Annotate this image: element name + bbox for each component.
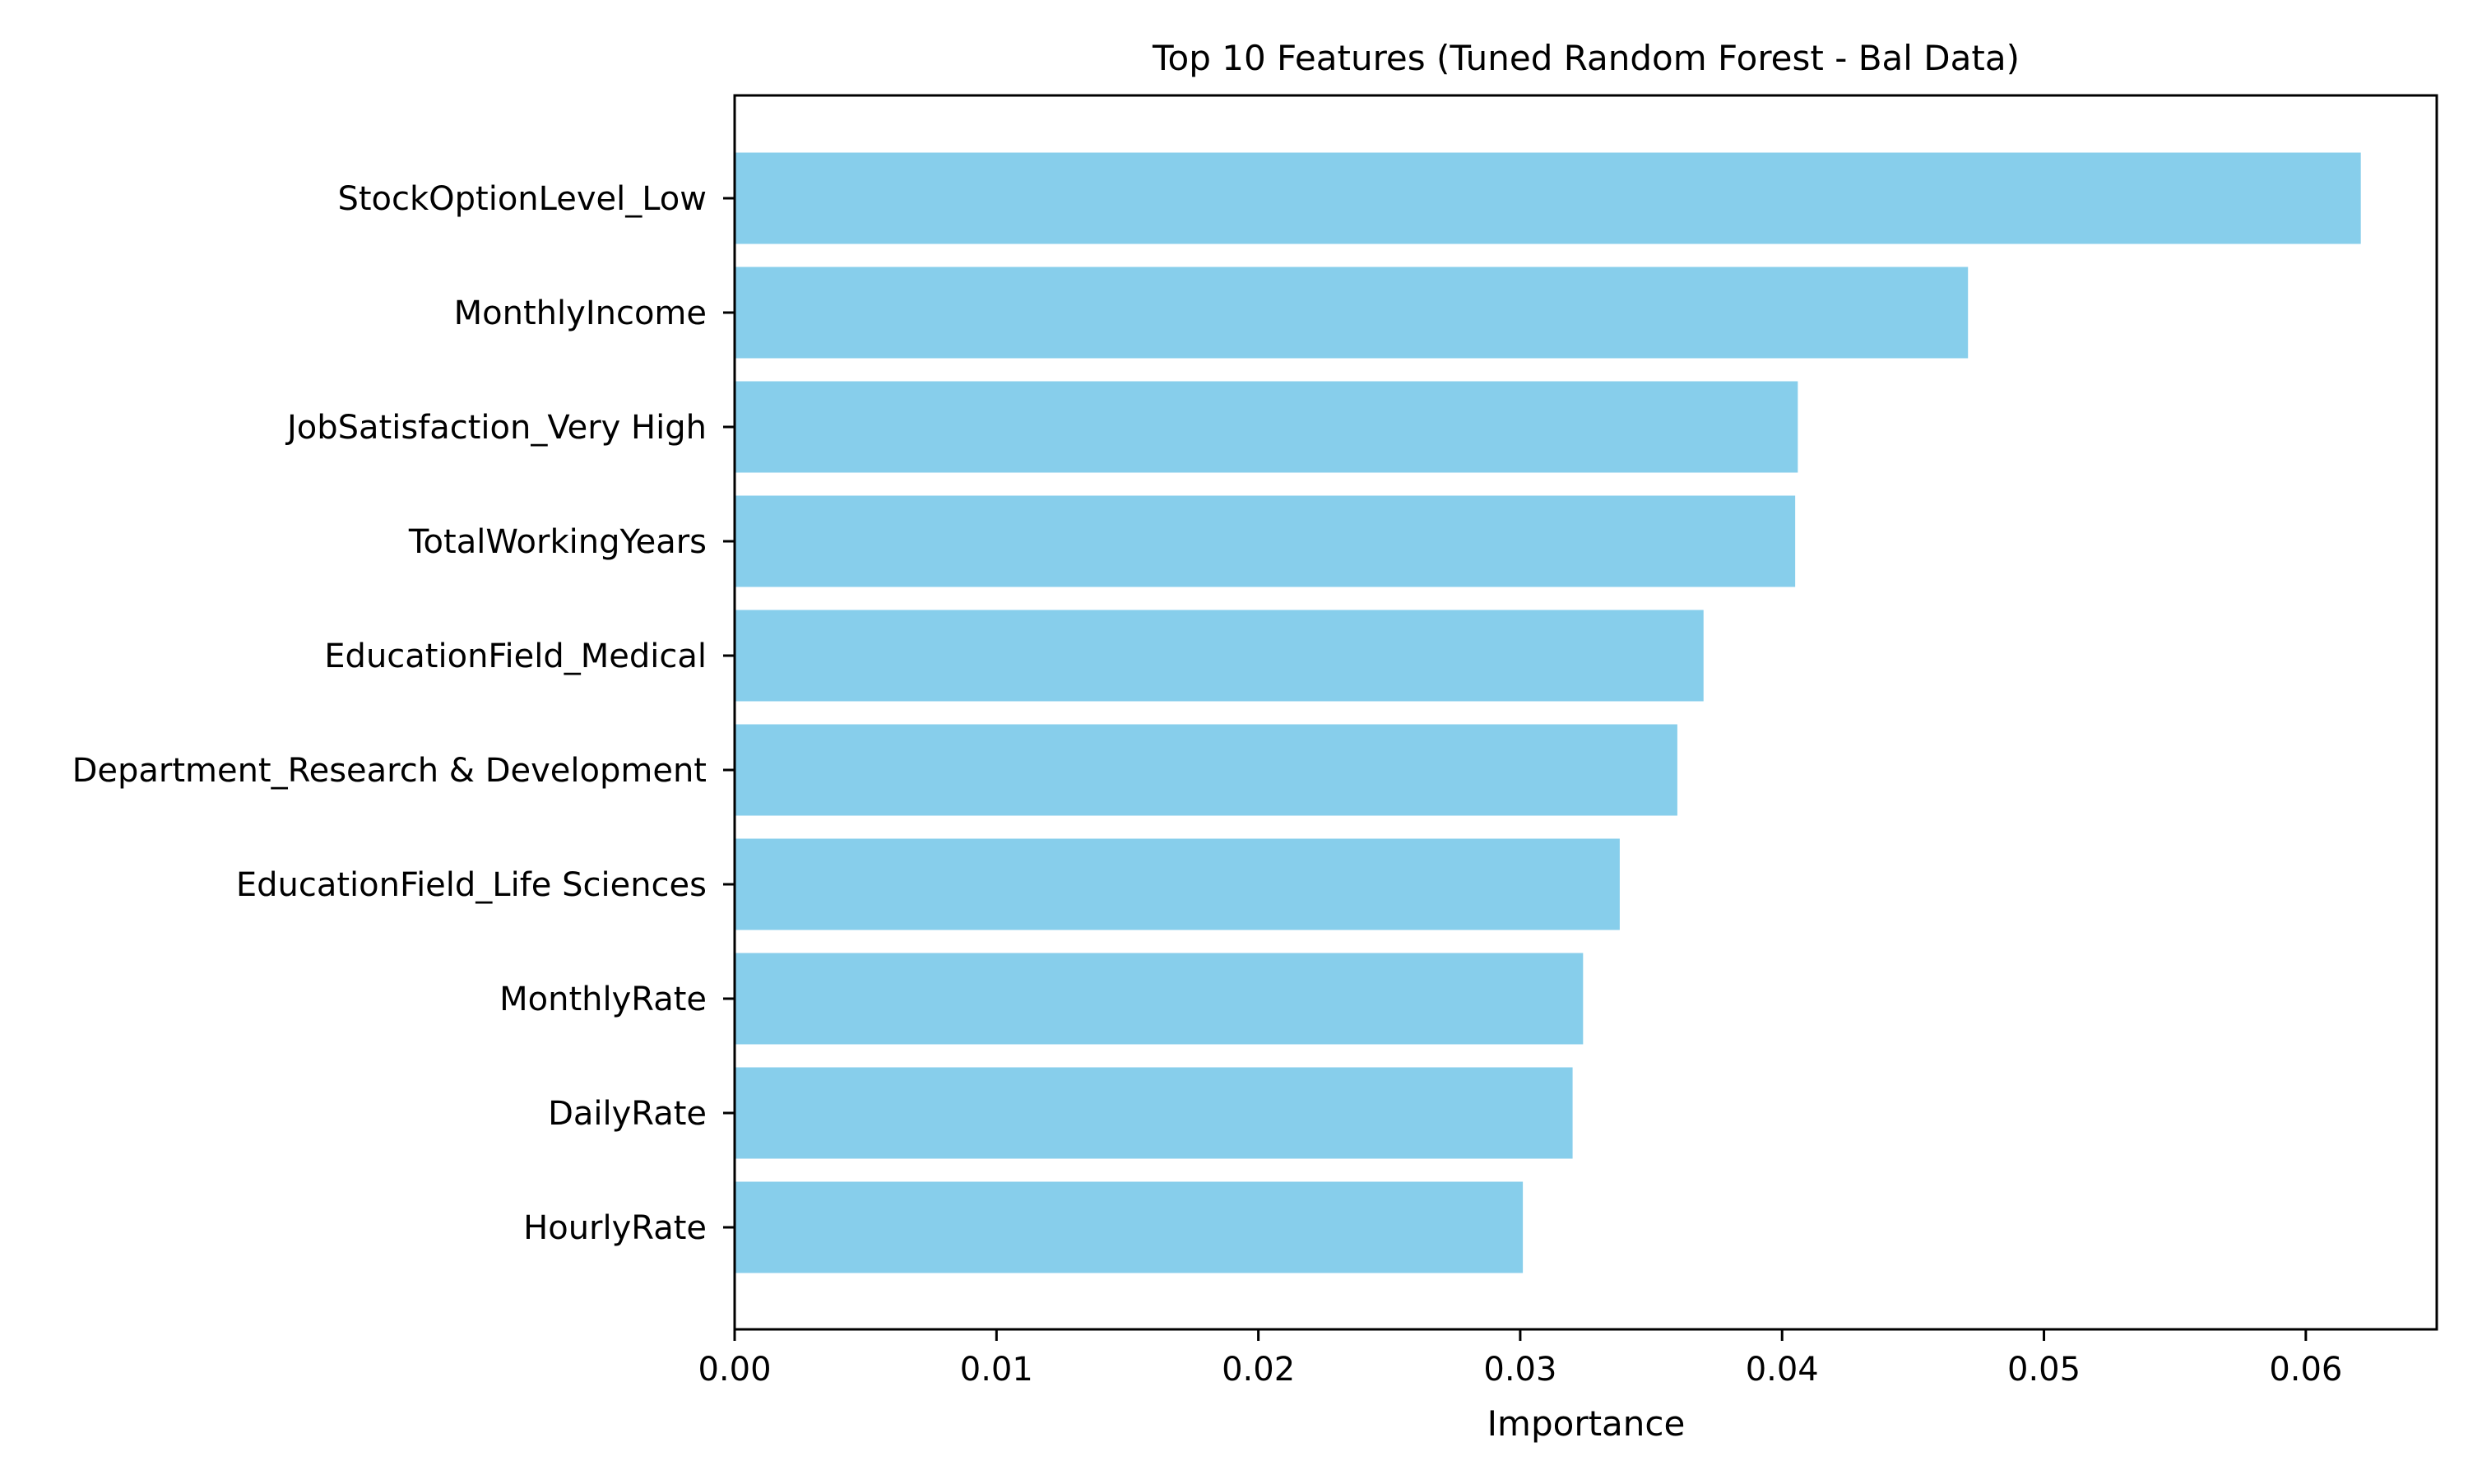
y-tick-label: MonthlyIncome bbox=[454, 294, 707, 332]
x-tick-label: 0.02 bbox=[1222, 1351, 1295, 1389]
y-tick-label: DailyRate bbox=[548, 1095, 707, 1133]
y-tick-label: HourlyRate bbox=[523, 1209, 707, 1247]
y-tick-label: StockOptionLevel_Low bbox=[337, 180, 707, 218]
y-tick-label: EducationField_Medical bbox=[324, 638, 707, 675]
bar bbox=[735, 152, 2361, 244]
bar bbox=[735, 495, 1796, 587]
x-tick-label: 0.00 bbox=[698, 1351, 771, 1389]
x-tick-label: 0.05 bbox=[2007, 1351, 2081, 1389]
y-tick-label: Department_Research & Development bbox=[72, 752, 707, 790]
y-tick-label: JobSatisfaction_Very High bbox=[285, 409, 707, 447]
x-tick-label: 0.04 bbox=[1746, 1351, 1819, 1389]
bar bbox=[735, 381, 1798, 473]
x-axis: 0.00 0.01 0.02 0.03 0.04 0.05 0.06 bbox=[698, 1329, 2342, 1389]
y-axis: StockOptionLevel_Low MonthlyIncome JobSati… bbox=[72, 180, 735, 1247]
x-axis-label: Importance bbox=[1487, 1403, 1686, 1444]
y-tick-label: TotalWorkingYears bbox=[408, 523, 707, 561]
x-tick-label: 0.01 bbox=[960, 1351, 1033, 1389]
y-tick-label: EducationField_Life Sciences bbox=[236, 866, 707, 904]
bar bbox=[735, 1181, 1524, 1273]
bar bbox=[735, 838, 1620, 930]
bar bbox=[735, 953, 1584, 1045]
bar bbox=[735, 724, 1677, 816]
plot-frame bbox=[733, 94, 2438, 1331]
bar bbox=[735, 610, 1704, 702]
y-tick-label: MonthlyRate bbox=[499, 981, 707, 1018]
bar bbox=[735, 267, 1969, 359]
x-tick-label: 0.06 bbox=[2269, 1351, 2342, 1389]
bar bbox=[735, 1067, 1573, 1159]
chart-title: Top 10 Features (Tuned Random Forest - B… bbox=[1152, 38, 2020, 78]
x-tick-label: 0.03 bbox=[1483, 1351, 1556, 1389]
bars-group bbox=[735, 152, 2361, 1273]
